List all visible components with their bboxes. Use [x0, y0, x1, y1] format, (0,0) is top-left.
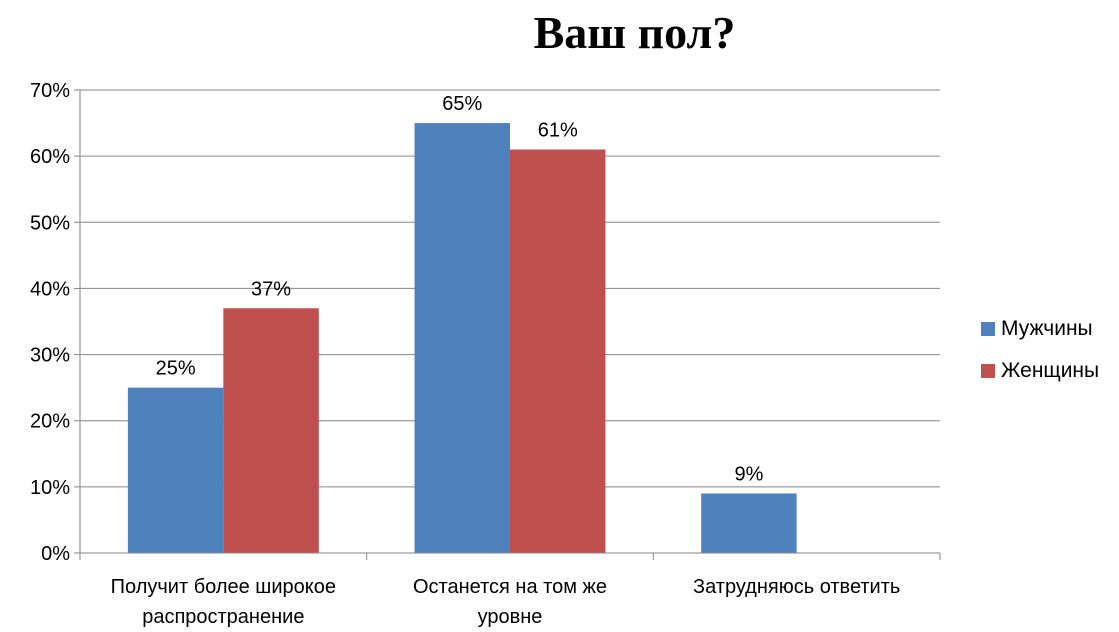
bar-men — [414, 123, 510, 554]
y-tick-label: 30% — [30, 345, 70, 367]
legend-label-women: Женщины — [1001, 359, 1100, 382]
data-label: 9% — [734, 463, 763, 485]
data-label: 61% — [538, 120, 578, 142]
x-tick-label: Затрудняюсь ответить — [693, 576, 900, 598]
x-tick-label: уровне — [478, 606, 543, 628]
y-tick-label: 10% — [30, 477, 70, 499]
y-tick-labels: 0% 10% 20% 30% 40% 50% 60% 70% — [30, 80, 70, 565]
legend-swatch-women — [981, 364, 995, 378]
legend-item-men: Мужчины — [981, 317, 1099, 340]
bar-women — [510, 149, 606, 553]
y-tick-label: 60% — [30, 146, 70, 168]
y-tick-label: 40% — [30, 278, 70, 300]
chart-title: Ваш пол? — [533, 7, 736, 58]
y-tick-label: 0% — [41, 543, 70, 565]
legend-swatch-men — [981, 322, 995, 336]
y-tick-label: 70% — [30, 80, 70, 102]
legend-item-women: Женщины — [981, 359, 1100, 382]
bars — [127, 123, 797, 554]
bar-men — [127, 387, 224, 553]
bar-men — [701, 493, 797, 553]
data-label: 37% — [251, 278, 291, 300]
y-tick-label: 20% — [30, 411, 70, 433]
x-tick-label: распространение — [142, 606, 304, 628]
x-tick-label: Получит более широкое — [111, 576, 336, 598]
y-tick-label: 50% — [30, 212, 70, 234]
legend: Мужчины Женщины — [981, 317, 1100, 402]
x-tick-label: Останется на том же — [413, 576, 607, 598]
x-tick-labels: Получит более широкое распространение Оста… — [111, 576, 901, 628]
axes — [74, 89, 941, 560]
data-label: 25% — [156, 358, 196, 380]
bar-women — [223, 308, 319, 553]
data-labels: 25% 37% 65% 61% 9% — [156, 93, 764, 485]
data-label: 65% — [442, 93, 482, 115]
legend-label-men: Мужчины — [1001, 317, 1093, 340]
